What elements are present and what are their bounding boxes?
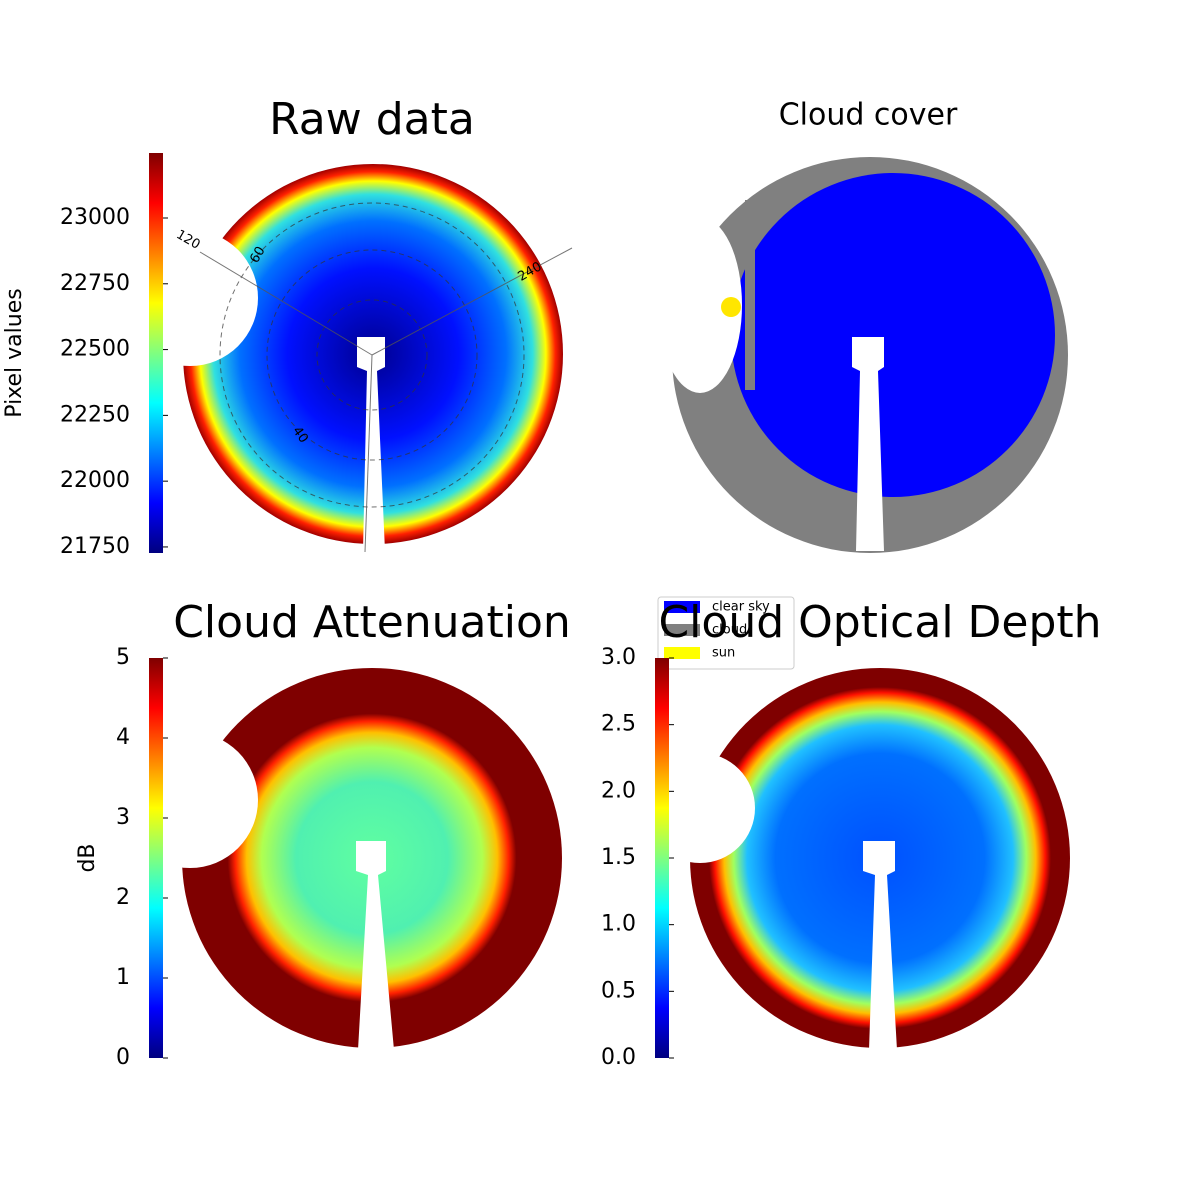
colorbar-tick-label: 1	[116, 965, 130, 990]
colorbar	[149, 153, 163, 553]
colorbar-tick-label: 22750	[60, 271, 130, 296]
colorbar-tick-label: 22250	[60, 402, 130, 427]
colorbar-tick-label: 2.0	[601, 778, 636, 803]
legend-label: sun	[712, 646, 735, 661]
legend-swatch	[664, 647, 700, 659]
colorbar-tick-label: 1.0	[601, 912, 636, 937]
colorbar-tick-label: 1.5	[601, 845, 636, 870]
panel-title: Cloud Attenuation	[173, 597, 571, 648]
panel-title: Raw data	[269, 94, 475, 145]
colorbar-tick-label: 21750	[60, 534, 130, 559]
colorbar-tick-label: 4	[116, 725, 130, 750]
cloud-cover-image	[658, 157, 1068, 553]
colorbar	[149, 658, 163, 1058]
optical-depth-image	[645, 668, 1070, 1050]
colorbar-tick-label: 0.5	[601, 978, 636, 1003]
panel-title: Cloud cover	[779, 98, 958, 133]
colorbar-tick-label: 2	[116, 885, 130, 910]
panel-title: Cloud Optical Depth	[658, 597, 1101, 648]
legend-swatch	[664, 601, 700, 613]
colorbar-tick-label: 22000	[60, 468, 130, 493]
polar-label: 60	[247, 244, 268, 266]
attenuation-image	[122, 668, 562, 1050]
raw-image: 120 60 240 40	[122, 164, 573, 553]
colorbar-tick-label: 3	[116, 805, 130, 830]
colorbar	[655, 658, 669, 1058]
colorbar-tick-label: 0	[116, 1045, 130, 1070]
legend-label: cloud	[712, 623, 747, 638]
colorbar-tick-label: 22500	[60, 337, 130, 362]
colorbar-tick-label: 0.0	[601, 1045, 636, 1070]
legend-label: clear sky	[712, 600, 770, 615]
legend-swatch	[664, 624, 700, 636]
colorbar-tick-label: 2.5	[601, 712, 636, 737]
colorbar-tick-label: 23000	[60, 205, 130, 230]
colorbar-tick-label: 3.0	[601, 645, 636, 670]
colorbar-tick-label: 5	[116, 645, 130, 670]
colorbar-label: dB	[75, 843, 100, 872]
colorbar-label: Pixel values	[2, 288, 27, 417]
